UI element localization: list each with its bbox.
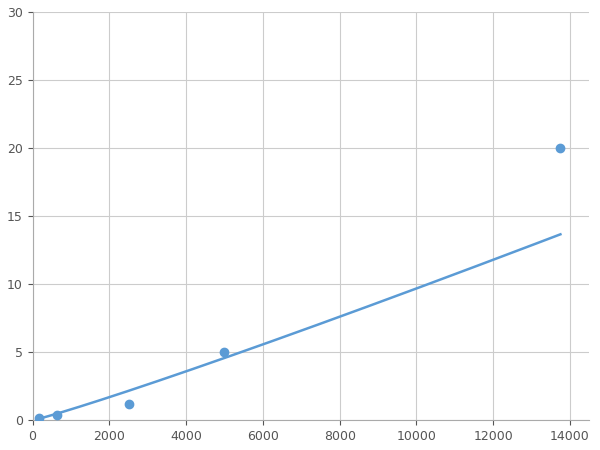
Point (556, 144, 565, 152)
Point (52, 411, 61, 418)
Point (124, 401, 133, 408)
Point (220, 349, 229, 356)
Point (34, 414, 43, 422)
